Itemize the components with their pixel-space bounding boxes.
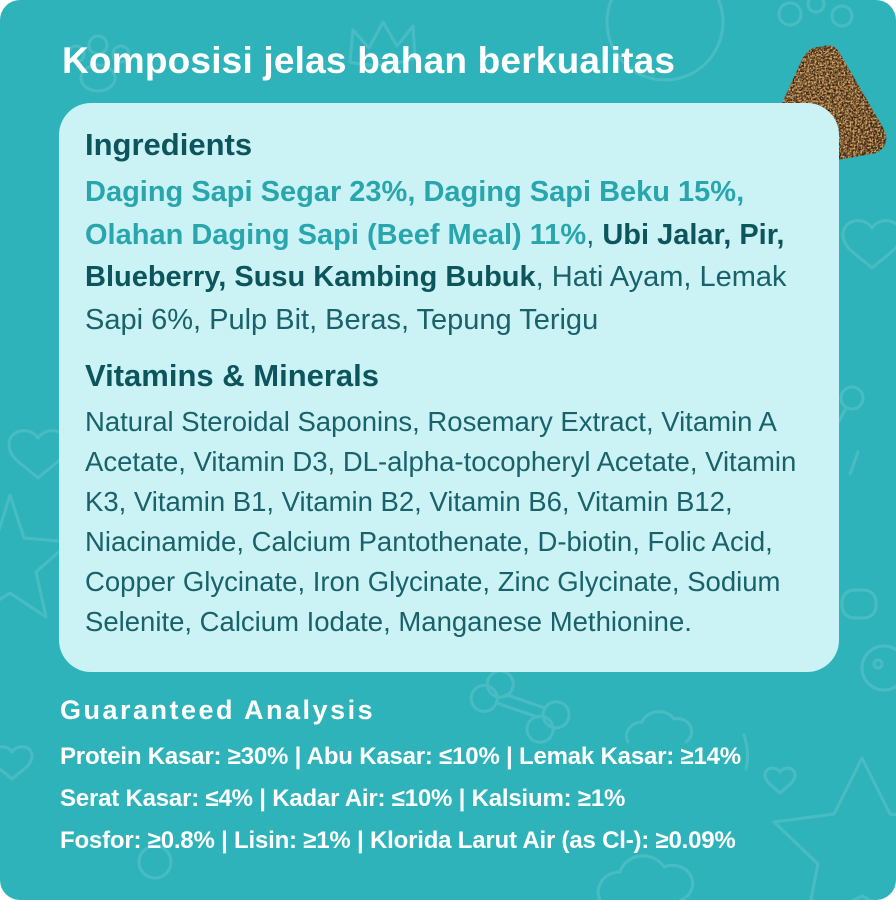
ingredients-highlight: Daging Sapi Segar 23%, Daging Sapi Beku … [85, 176, 745, 251]
vitamins-text: Natural Steroidal Saponins, Rosemary Ext… [85, 405, 797, 638]
doodle-heart-icon [841, 219, 896, 270]
analysis-row-2: Serat Kasar: ≤4% | Kadar Air: ≤10% | Kal… [60, 784, 626, 812]
doodle-paw-icon [777, 0, 854, 28]
doodle-line-icon [742, 733, 750, 771]
ingredients-bold: Ubi Jalar, Pir, Blueberry, Susu Kambing … [85, 218, 785, 294]
doodle-star-icon [772, 756, 896, 900]
ingredients-separator: , [586, 218, 603, 251]
analysis-row-1: Protein Kasar: ≥30% | Abu Kasar: ≤10% | … [60, 743, 741, 770]
ingredients-heading: Ingredients [85, 127, 253, 162]
doodle-heart-icon [0, 745, 34, 781]
doodle-smiley-icon [860, 644, 896, 692]
doodle-circle-icon [840, 588, 878, 620]
analysis-row-3: Fosfor: ≥0.8% | Lisin: ≥1% | Klorida Lar… [60, 826, 736, 854]
guaranteed-analysis-section: Guaranteed Analysis Protein Kasar: ≥30% … [60, 695, 741, 861]
ingredients-rest: , Hati Ayam, Lemak Sapi 6%, Pulp Bit, Be… [85, 261, 787, 336]
doodle-heart-icon [763, 766, 797, 795]
composition-card: Ingredients Daging Sapi Segar 23%, Dagin… [59, 103, 839, 672]
doodle-cloud-icon [596, 854, 695, 900]
vitamins-heading: Vitamins & Minerals [85, 357, 380, 393]
page-title: Komposisi jelas bahan berkualitas [62, 40, 676, 81]
guaranteed-analysis-heading: Guaranteed Analysis [60, 695, 376, 725]
ingredients-text: Daging Sapi Segar 23%, Daging Sapi Beku … [85, 171, 813, 342]
